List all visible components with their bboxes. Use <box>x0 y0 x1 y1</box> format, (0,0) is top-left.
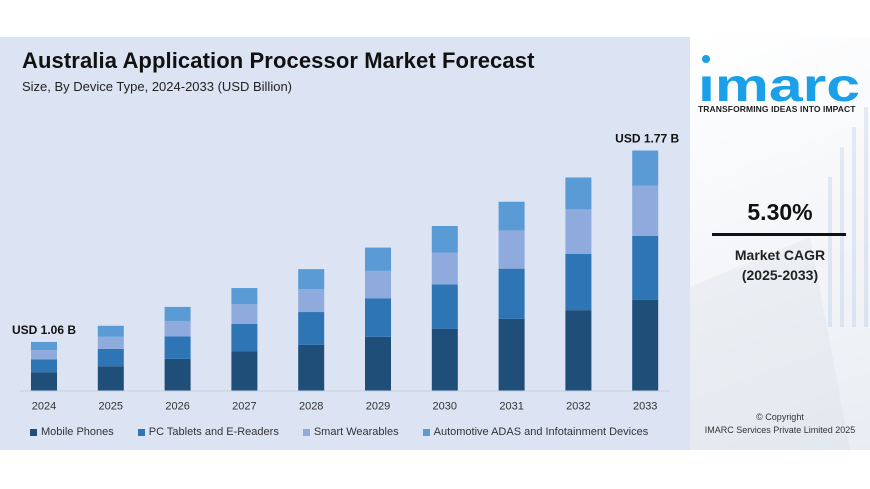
side-panel: ımarc TRANSFORMING IDEAS INTO IMPACT 5.3… <box>690 37 870 450</box>
bar-segment-2029-3 <box>365 247 391 271</box>
bar-segment-2027-0 <box>231 351 258 391</box>
bar-segment-2025-3 <box>97 325 124 337</box>
chart-panel: Australia Application Processor Market F… <box>0 37 690 450</box>
svg-text:ımarc: ımarc <box>698 59 860 105</box>
bar-segment-2032-0 <box>565 310 592 391</box>
bar-segment-2026-2 <box>164 320 191 337</box>
bar-segment-2033-2 <box>632 185 659 236</box>
bar-segment-2028-0 <box>298 344 325 391</box>
x-tick-label: 2033 <box>633 401 657 413</box>
cagr-period: (2025-2033) <box>741 267 819 283</box>
bar-segment-2028-3 <box>298 269 325 290</box>
legend-item: Mobile Phones <box>30 426 114 438</box>
bar-segment-2024-2 <box>31 350 57 360</box>
x-tick-label: 2032 <box>566 401 590 413</box>
legend-label: Automotive ADAS and Infotainment Devices <box>433 426 649 438</box>
stacked-bar-chart: 2024 USD 1.06 B 2025 2026 2027 2028 2029 2030 20… <box>12 132 680 413</box>
bar-segment-2026-0 <box>164 358 191 391</box>
bar-segment-2032-1 <box>565 254 592 311</box>
x-tick-label: 2030 <box>433 401 457 413</box>
x-tick-label: 2024 <box>32 401 56 413</box>
bar-segment-2030-2 <box>431 252 458 285</box>
chart-subtitle: Size, By Device Type, 2024-2033 (USD Bil… <box>22 79 292 94</box>
cagr-label-text: Market CAGR <box>734 247 826 263</box>
x-tick-label: 2026 <box>165 401 189 413</box>
legend-swatch <box>137 428 145 436</box>
legend-swatch <box>422 428 430 436</box>
x-tick-label: 2029 <box>366 401 390 413</box>
bar-segment-2025-0 <box>97 366 124 391</box>
legend-label: Mobile Phones <box>41 426 114 438</box>
bar-segment-2029-0 <box>365 336 391 391</box>
cagr-value: 5.30% <box>747 199 813 225</box>
bar-segment-2033-0 <box>632 299 659 391</box>
brand-tagline: TRANSFORMING IDEAS INTO IMPACT <box>698 104 856 114</box>
background-decoration <box>690 107 868 450</box>
legend-label: Smart Wearables <box>313 426 399 438</box>
bar-segment-2028-1 <box>298 312 325 345</box>
imarc-logo: ımarc <box>698 55 860 105</box>
bar-segment-2031-2 <box>498 230 525 269</box>
bar-segment-2032-2 <box>565 209 592 255</box>
copyright-owner: IMARC Services Private Limited 2025 <box>704 425 856 435</box>
bar-segment-2025-2 <box>97 336 124 349</box>
bar-segment-2024-0 <box>31 372 57 391</box>
bar-segment-2032-3 <box>565 177 592 210</box>
legend-swatch <box>302 428 310 436</box>
legend-label: PC Tablets and E-Readers <box>148 426 279 438</box>
data-label-2024: USD 1.06 B <box>12 323 76 337</box>
x-tick-label: 2031 <box>499 401 523 413</box>
legend-item: Automotive ADAS and Infotainment Devices <box>422 426 649 438</box>
bar-segment-2027-1 <box>231 323 258 352</box>
bar-segment-2028-2 <box>298 289 325 313</box>
bar-segment-2024-3 <box>31 341 57 351</box>
chart-title: Australia Application Processor Market F… <box>22 48 535 73</box>
bar-segment-2029-1 <box>365 298 391 337</box>
divider <box>712 233 846 236</box>
bar-segment-2026-1 <box>164 336 191 359</box>
cagr-label: Market CAGR (2025-2033) <box>690 245 870 285</box>
x-tick-label: 2025 <box>99 401 123 413</box>
bar-segment-2031-1 <box>498 268 525 319</box>
x-tick-label: 2028 <box>299 401 323 413</box>
legend-item: Smart Wearables <box>302 426 399 438</box>
bar-segment-2031-3 <box>498 201 525 231</box>
bar-segment-2030-0 <box>431 328 458 391</box>
bar-segment-2024-1 <box>31 359 57 373</box>
bar-segment-2026-3 <box>164 306 191 321</box>
x-tick-label: 2027 <box>232 401 256 413</box>
legend-item: PC Tablets and E-Readers <box>137 426 279 438</box>
bar-segment-2027-2 <box>231 304 258 324</box>
bar-segment-2029-2 <box>365 270 391 299</box>
data-label-2033: USD 1.77 B <box>615 132 679 146</box>
bar-segment-2031-0 <box>498 318 525 391</box>
legend: Mobile Phones PC Tablets and E-Readers Sma… <box>30 426 648 438</box>
bar-segment-2030-1 <box>431 284 458 329</box>
bar-segment-2025-1 <box>97 348 124 367</box>
bar-segment-2027-3 <box>231 288 258 305</box>
bar-segment-2030-3 <box>431 226 458 253</box>
bar-segment-2033-3 <box>632 150 659 186</box>
copyright: © Copyright <box>756 412 804 422</box>
legend-swatch <box>30 428 37 436</box>
bar-segment-2033-1 <box>632 235 659 300</box>
